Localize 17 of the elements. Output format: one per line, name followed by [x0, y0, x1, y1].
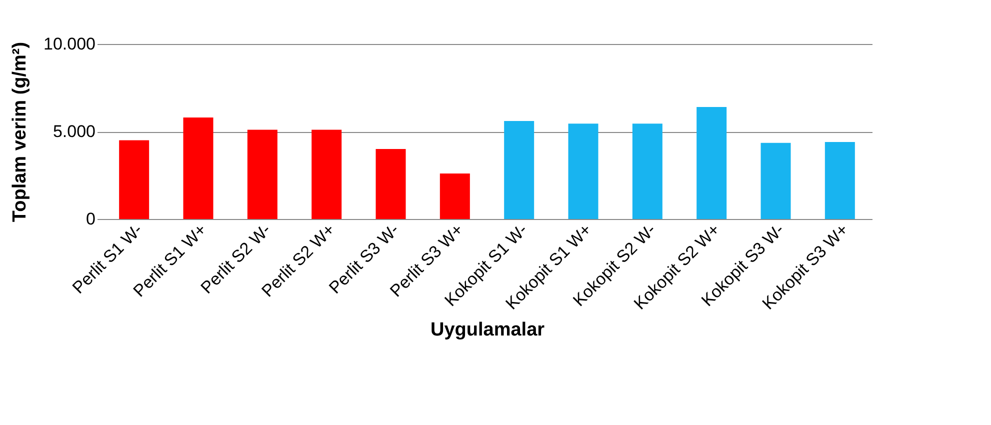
- y-tick-label: 5.000: [52, 122, 96, 141]
- bar: [183, 118, 214, 219]
- bar: [696, 107, 727, 219]
- bar: [632, 124, 662, 219]
- y-axis-title: Toplam verim (g/m²): [10, 42, 31, 222]
- bar: [119, 140, 150, 219]
- bar: [247, 130, 278, 219]
- bar: [568, 124, 598, 219]
- bar: [312, 130, 342, 219]
- y-tick-label: 0: [86, 210, 96, 228]
- bar: [440, 174, 470, 219]
- bar: [376, 149, 406, 219]
- bar: [760, 142, 791, 219]
- y-tick-label: 10.000: [44, 34, 96, 54]
- bar: [824, 142, 855, 219]
- bar: [504, 121, 534, 219]
- x-axis-title: Uygulamalar: [430, 320, 546, 341]
